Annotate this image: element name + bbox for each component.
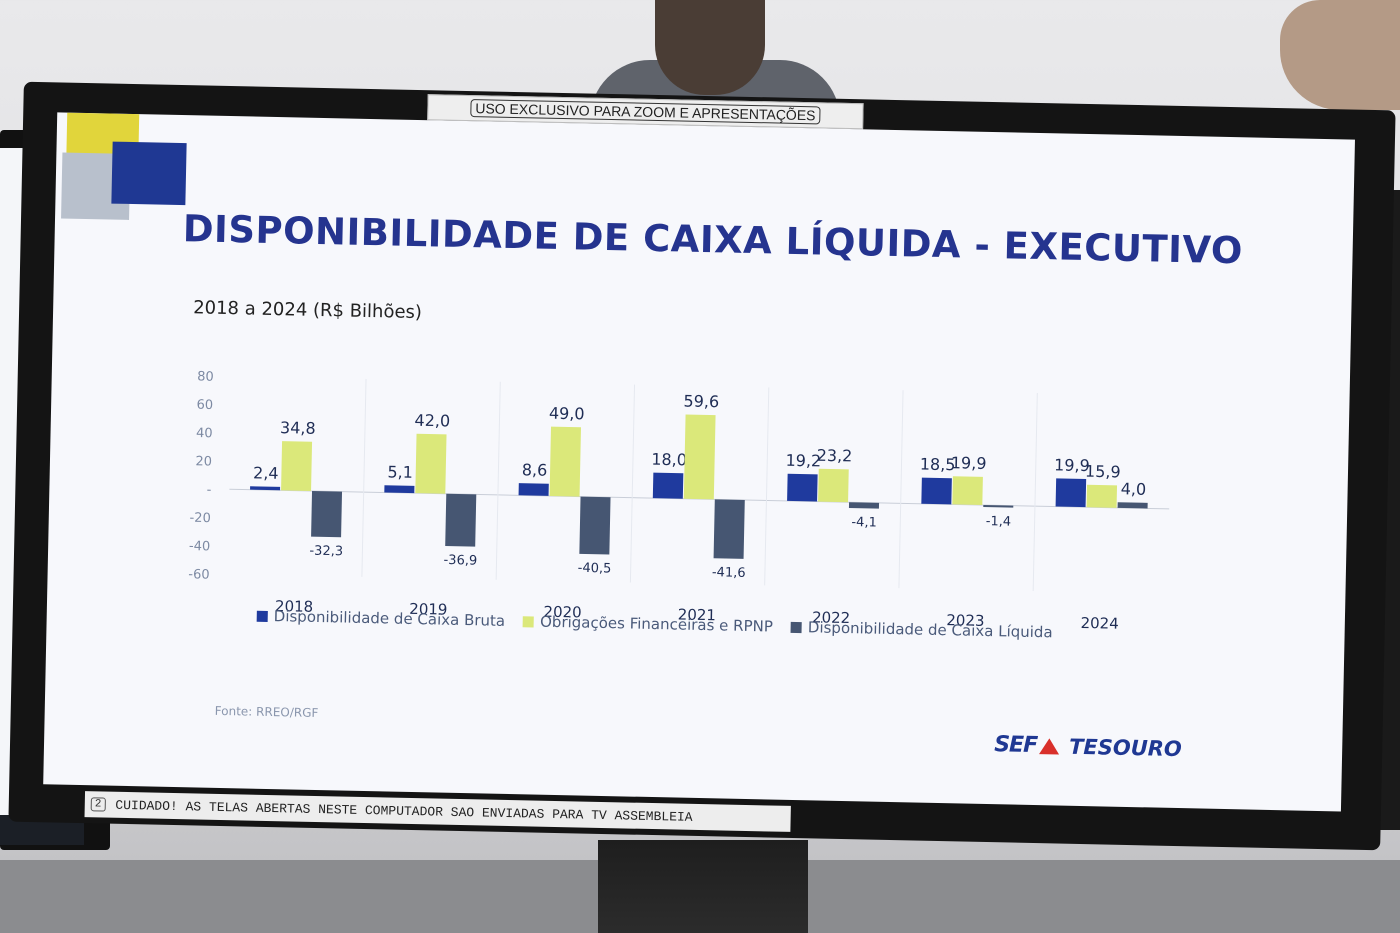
data-label: -32,3 <box>309 544 343 560</box>
bar-bruta <box>250 486 281 491</box>
bar-liquida <box>445 493 477 547</box>
group-separator <box>898 390 904 589</box>
legend-swatch <box>256 610 268 622</box>
background-person-head <box>655 0 765 95</box>
legend-label: Disponibilidade de Caixa Líquida <box>807 618 1053 642</box>
y-tick-label: - <box>207 483 212 498</box>
main-monitor: USO EXCLUSIVO PARA ZOOM E APRESENTAÇÕES … <box>8 81 1396 851</box>
category-label: 2019 <box>409 600 448 619</box>
bar-obrigacoes <box>683 414 716 500</box>
legend-label: Disponibilidade de Caixa Bruta <box>273 607 506 630</box>
data-label: 15,9 <box>1085 462 1121 482</box>
chart-subtitle: 2018 a 2024 (R$ Bilhões) <box>192 297 423 324</box>
bar-liquida <box>713 499 745 559</box>
data-label: 18,0 <box>651 450 687 470</box>
data-label: -40,5 <box>578 561 612 577</box>
monitor-stand <box>598 840 808 933</box>
bar-chart: 80 60 40 20 - -20 -40 -60 2,4 34,8 -32,3 2018 5,1 42,… <box>188 369 1170 633</box>
legend-item: Obrigações Financeiras e RPNP <box>522 612 774 636</box>
bar-liquida <box>1117 502 1148 509</box>
presentation-slide: DISPONIBILIDADE DE CAIXA LÍQUIDA - EXECU… <box>43 112 1355 812</box>
bar-bruta <box>1055 478 1087 508</box>
data-label: 2,4 <box>253 463 279 483</box>
data-label: -41,6 <box>712 565 746 581</box>
group-separator <box>764 387 770 586</box>
category-label: 2022 <box>812 608 851 627</box>
bottom-sticker-text: CUIDADO! AS TELAS ABERTAS NESTE COMPUTAD… <box>115 797 693 825</box>
group-separator <box>361 378 367 577</box>
data-label: -36,9 <box>443 553 477 569</box>
legend-swatch <box>790 621 802 633</box>
bar-bruta <box>518 483 549 496</box>
category-label: 2018 <box>275 597 314 616</box>
data-label: -4,1 <box>851 515 877 531</box>
data-label: 19,9 <box>951 453 987 473</box>
bar-liquida <box>983 505 1014 508</box>
data-label: 19,9 <box>1054 455 1090 475</box>
y-tick-label: 60 <box>196 398 213 413</box>
y-tick-label: -20 <box>189 511 211 526</box>
bottom-sticker-number: 2 <box>90 797 106 812</box>
bar-bruta <box>787 473 818 502</box>
data-label: 42,0 <box>414 411 450 431</box>
bar-obrigacoes <box>952 476 983 506</box>
bar-obrigacoes <box>281 441 313 491</box>
y-tick-label: -60 <box>188 567 210 582</box>
data-label: 19,2 <box>785 451 821 471</box>
y-tick-label: 20 <box>195 454 212 469</box>
data-label: 18,5 <box>920 455 956 475</box>
data-label: 4,0 <box>1121 479 1147 499</box>
legend-label: Obrigações Financeiras e RPNP <box>539 612 774 636</box>
slide-decoration-navy <box>111 141 187 206</box>
legend-item: Disponibilidade de Caixa Bruta <box>256 607 506 630</box>
sef-tesouro-logo: SEF TESOURO <box>994 732 1182 761</box>
bar-bruta <box>384 485 415 494</box>
data-label: 23,2 <box>817 446 853 466</box>
bar-obrigacoes <box>818 468 849 503</box>
data-label: 8,6 <box>522 460 548 480</box>
group-separator <box>495 381 501 580</box>
data-label: 49,0 <box>549 404 585 424</box>
data-label: 34,8 <box>280 418 316 438</box>
category-label: 2020 <box>543 603 582 622</box>
group-separator <box>1032 392 1038 591</box>
category-label: 2023 <box>946 611 985 630</box>
y-tick-label: 40 <box>196 426 213 441</box>
y-tick-label: -40 <box>189 539 211 554</box>
bar-bruta <box>652 472 684 499</box>
bar-obrigacoes <box>1086 484 1118 508</box>
category-label: 2021 <box>678 606 717 625</box>
data-label: 5,1 <box>387 462 413 482</box>
bar-obrigacoes <box>549 426 581 497</box>
data-label: 59,6 <box>683 391 719 411</box>
bar-liquida <box>848 502 880 509</box>
background-person-right <box>1280 0 1400 110</box>
logo-tesouro-text: TESOURO <box>1068 734 1183 761</box>
source-note: Fonte: RREO/RGF <box>214 703 319 721</box>
bar-liquida <box>579 496 611 555</box>
category-label: 2024 <box>1080 614 1119 633</box>
bar-obrigacoes <box>415 433 447 494</box>
group-separator <box>629 384 636 583</box>
bar-bruta <box>921 477 952 505</box>
bar-liquida <box>311 490 343 538</box>
logo-sef-text: SEF <box>993 732 1038 759</box>
top-sticker-text: USO EXCLUSIVO PARA ZOOM E APRESENTAÇÕES <box>470 99 821 125</box>
slide-title: DISPONIBILIDADE DE CAIXA LÍQUIDA - EXECU… <box>182 207 1244 273</box>
logo-triangle-icon <box>1038 737 1060 755</box>
y-tick-label: 80 <box>197 369 214 384</box>
data-label: -1,4 <box>986 514 1012 530</box>
legend-swatch <box>522 615 535 628</box>
